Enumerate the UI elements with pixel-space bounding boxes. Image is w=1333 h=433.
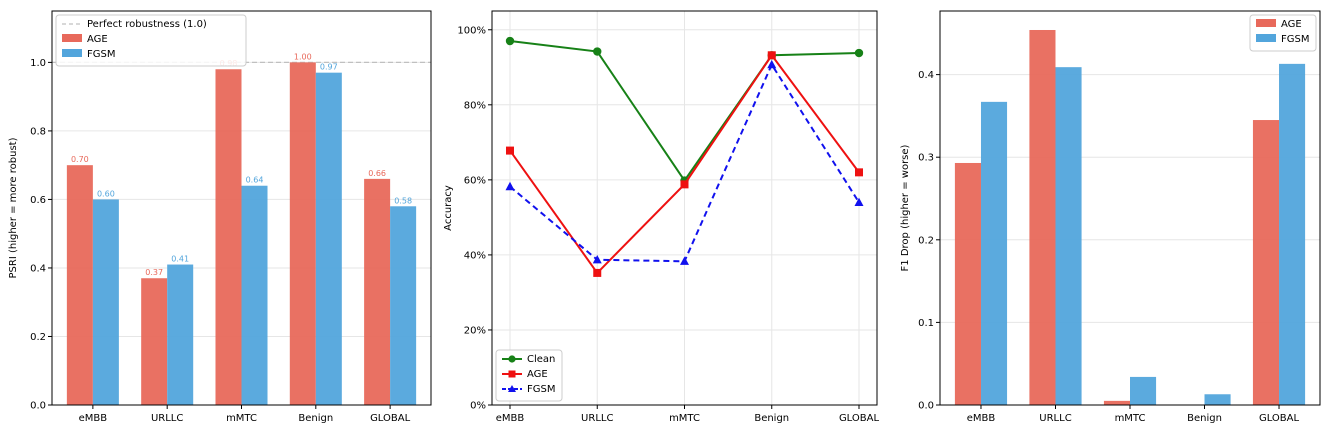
bar-age-benign	[289, 62, 316, 406]
bar-value-label: 0.97	[320, 63, 338, 72]
point-age-global	[855, 168, 863, 177]
legend-label-fgsm: FGSM	[527, 384, 555, 395]
legend-label-age: AGE	[87, 34, 108, 45]
x-tick-label-mmtc: mMTC	[669, 413, 700, 424]
bar-age-embb	[954, 162, 981, 405]
bar-age-urllc	[1029, 29, 1056, 406]
point-clean-embb	[505, 36, 515, 46]
bar-value-label: 1.00	[294, 52, 312, 61]
legend-label-age: AGE	[527, 369, 548, 380]
bar-age-global	[364, 178, 391, 405]
bar-age-mmtc	[215, 69, 242, 406]
x-tick-label-embb: eMBB	[79, 413, 108, 424]
bar-fgsm-embb	[92, 199, 119, 405]
x-tick-label-urllc: URLLC	[151, 413, 183, 424]
y-tick-label: 0.2	[918, 235, 934, 246]
bar-value-label: 0.41	[171, 255, 189, 264]
x-tick-label-embb: eMBB	[967, 413, 996, 424]
legend-label-perfect-robustness-1-0: Perfect robustness (1.0)	[87, 19, 207, 30]
legend-swatch-fgsm	[62, 49, 82, 57]
point-fgsm-urllc	[592, 254, 602, 264]
x-tick-label-urllc: URLLC	[581, 413, 613, 424]
point-age-embb	[506, 146, 514, 155]
legend-swatch-fgsm	[1256, 34, 1276, 42]
y-axis-label: F1 Drop (higher = worse)	[900, 144, 911, 271]
x-tick-label-benign: Benign	[1187, 413, 1222, 424]
y-axis-label: Accuracy	[443, 185, 454, 231]
y-tick-label: 0.1	[918, 318, 934, 329]
bar-value-label: 0.60	[97, 189, 115, 198]
legend-box	[55, 14, 247, 67]
bar-fgsm-mmtc	[1130, 376, 1157, 405]
bar-fgsm-urllc	[167, 264, 194, 405]
y-axis-label: PSRI (higher = more robust)	[8, 137, 19, 278]
f1-drop-bar-chart: eMBB URLLC mMTC Benign GLOBAL 0.0 0.1 0.2 0.3 0.4…	[900, 10, 1321, 424]
y-tick-label: 0.3	[918, 153, 934, 164]
x-tick-label-mmtc: mMTC	[226, 413, 257, 424]
x-tick-label-global: GLOBAL	[1259, 413, 1300, 424]
point-clean-global	[854, 48, 864, 58]
bar-fgsm-global	[390, 206, 417, 405]
legend-label-clean: Clean	[527, 354, 555, 365]
point-age-mmtc	[680, 180, 689, 189]
y-tick-label: 1.0	[30, 58, 46, 69]
bar-age-embb	[66, 165, 93, 405]
bar-age-urllc	[141, 278, 168, 405]
x-tick-label-global: GLOBAL	[370, 413, 411, 424]
point-fgsm-global	[854, 197, 864, 206]
y-tick-label: 0.6	[30, 195, 46, 206]
x-tick-label-embb: eMBB	[496, 413, 525, 424]
bar-fgsm-urllc	[1055, 67, 1082, 405]
axes-frame	[51, 10, 432, 406]
bar-fgsm-benign	[1204, 394, 1231, 405]
legend-label-fgsm: FGSM	[87, 49, 115, 60]
bar-fgsm-mmtc	[241, 185, 268, 405]
bar-value-label: 0.58	[394, 196, 412, 205]
y-tick-label: 0.0	[30, 401, 46, 412]
x-tick-label-benign: Benign	[754, 413, 789, 424]
legend-label-age: AGE	[1281, 19, 1302, 30]
bar-age-global	[1252, 120, 1280, 406]
y-tick-label: 0.4	[918, 70, 934, 81]
point-fgsm-embb	[505, 181, 515, 191]
legend-label-fgsm: FGSM	[1281, 34, 1309, 45]
y-tick-label: 80%	[464, 100, 486, 111]
y-tick-label: 0%	[470, 401, 486, 412]
legend-marker-clean	[508, 355, 516, 363]
bar-fgsm-benign	[315, 72, 342, 406]
bar-value-label: 0.64	[246, 176, 264, 185]
x-tick-label-global: GLOBAL	[839, 413, 880, 424]
x-tick-label-mmtc: mMTC	[1115, 413, 1146, 424]
x-tick-label-benign: Benign	[298, 413, 333, 424]
bar-age-mmtc	[1103, 400, 1130, 405]
y-tick-label: 0.0	[918, 401, 934, 412]
legend-swatch-age	[62, 34, 82, 42]
axes-frame	[939, 10, 1321, 406]
y-tick-label: 0.2	[30, 332, 46, 343]
y-tick-label: 60%	[464, 175, 486, 186]
y-tick-label: 20%	[464, 325, 486, 336]
point-age-benign	[767, 51, 776, 60]
accuracy-line-chart: eMBB URLLC mMTC Benign GLOBAL 0% 20% 40% 60% 80% 1…	[443, 10, 880, 424]
x-tick-label-urllc: URLLC	[1039, 413, 1071, 424]
bar-value-label: 0.66	[368, 169, 386, 178]
y-tick-label: 40%	[464, 250, 486, 261]
bar-value-label: 0.37	[145, 268, 163, 277]
point-fgsm-benign	[767, 59, 777, 69]
legend-marker-age	[508, 370, 516, 378]
y-tick-label: 0.8	[30, 126, 46, 137]
point-clean-urllc	[593, 47, 602, 56]
bar-fgsm-global	[1279, 63, 1306, 405]
psri-bar-chart: 0.700.60eMBB0.370.41URLLC0.980.64mMTC1.0…	[8, 10, 432, 424]
axes-frame	[491, 10, 878, 406]
point-age-urllc	[593, 268, 602, 277]
y-tick-label: 100%	[457, 25, 486, 36]
y-tick-label: 0.4	[30, 263, 46, 274]
legend-marker-fgsm	[508, 385, 516, 392]
point-fgsm-mmtc	[680, 256, 689, 265]
bar-value-label: 0.70	[71, 155, 89, 164]
legend-swatch-age	[1256, 19, 1276, 27]
bar-fgsm-embb	[980, 101, 1008, 406]
